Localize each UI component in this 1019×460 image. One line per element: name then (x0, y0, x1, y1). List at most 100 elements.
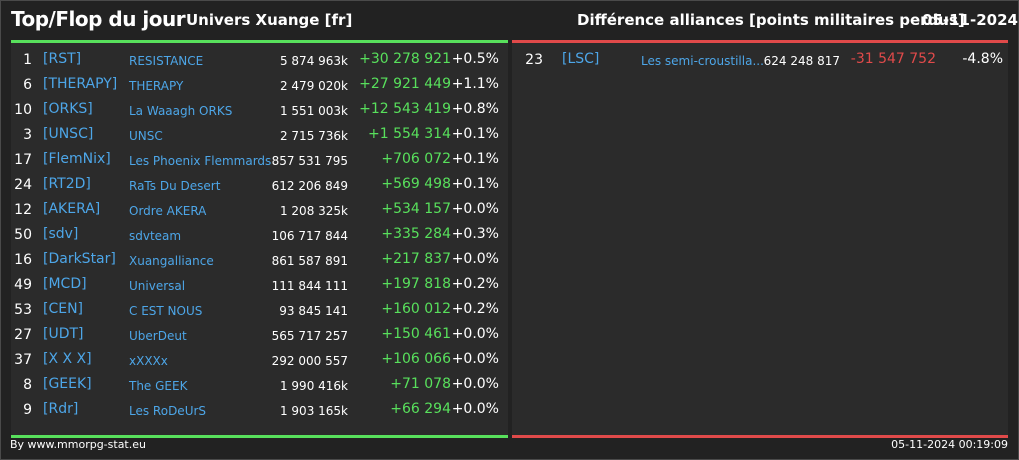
points-cell: 612 206 849 (271, 179, 348, 193)
rank-cell: 23 (525, 52, 543, 68)
percent-cell: -4.8% (962, 51, 1003, 67)
table-row: 50 [sdv] sdvteam 106 717 844 +335 284 +0.3% (11, 224, 508, 249)
rank-cell: 3 (23, 127, 32, 143)
alliance-tag-link[interactable]: [CEN] (43, 301, 84, 317)
alliance-tag-link[interactable]: [GEEK] (43, 376, 92, 392)
alliance-name-link[interactable]: xXXXx (129, 354, 168, 368)
percent-cell: +0.5% (451, 51, 499, 67)
rank-cell: 37 (14, 352, 32, 368)
rank-cell: 50 (14, 227, 32, 243)
rank-cell: 49 (14, 277, 32, 293)
table-row: 53 [CEN] C EST NOUS 93 845 141 +160 012 +0.2% (11, 299, 508, 324)
points-cell: 857 531 795 (271, 154, 348, 168)
alliance-name-link[interactable]: RaTs Du Desert (129, 179, 221, 193)
difference-cell: +150 461 (381, 326, 451, 342)
universe-label: Univers Xuange [fr] (186, 11, 353, 29)
table-row: 23 [LSC] Les semi-croustilla... 624 248 817… (512, 49, 1008, 74)
table-row: 24 [RT2D] RaTs Du Desert 612 206 849 +569 49… (11, 174, 508, 199)
alliance-name-link[interactable]: Xuangalliance (129, 254, 214, 268)
points-cell: 93 845 141 (279, 304, 348, 318)
alliance-name-link[interactable]: Ordre AKERA (129, 204, 207, 218)
alliance-tag-link[interactable]: [UDT] (43, 326, 84, 342)
alliance-tag-link[interactable]: [DarkStar] (43, 251, 116, 267)
alliance-name-link[interactable]: La Waaagh ORKS (129, 104, 233, 118)
alliance-tag-link[interactable]: [THERAPY] (43, 76, 118, 92)
table-row: 3 [UNSC] UNSC 2 715 736k +1 554 314 +0.1% (11, 124, 508, 149)
rank-cell: 12 (14, 202, 32, 218)
rank-cell: 6 (23, 77, 32, 93)
alliance-tag-link[interactable]: [LSC] (562, 51, 600, 67)
table-row: 16 [DarkStar] Xuangalliance 861 587 891 +217… (11, 249, 508, 274)
difference-cell: +27 921 449 (359, 76, 451, 92)
alliance-tag-link[interactable]: [AKERA] (43, 201, 101, 217)
header: Top/Flop du jour Univers Xuange [fr] Dif… (0, 0, 1019, 40)
percent-cell: +0.0% (451, 376, 499, 392)
alliance-tag-link[interactable]: [FlemNix] (43, 151, 111, 167)
alliance-tag-link[interactable]: [MCD] (43, 276, 87, 292)
rank-cell: 10 (14, 102, 32, 118)
percent-cell: +0.8% (451, 101, 499, 117)
flop-panel: 23 [LSC] Les semi-croustilla... 624 248 817… (512, 40, 1008, 438)
percent-cell: +1.1% (451, 76, 499, 92)
difference-cell: +1 554 314 (368, 126, 451, 142)
difference-cell: +71 078 (390, 376, 451, 392)
percent-cell: +0.0% (451, 251, 499, 267)
alliance-name-link[interactable]: Les Phoenix Flemmards (129, 154, 272, 168)
alliance-tag-link[interactable]: [UNSC] (43, 126, 94, 142)
percent-cell: +0.1% (451, 126, 499, 142)
stat-title: Différence alliances [points militaires … (577, 11, 965, 29)
percent-cell: +0.3% (451, 226, 499, 242)
difference-cell: +217 837 (381, 251, 451, 267)
difference-cell: -31 547 752 (850, 51, 936, 67)
percent-cell: +0.1% (451, 151, 499, 167)
points-cell: 106 717 844 (271, 229, 348, 243)
alliance-name-link[interactable]: UberDeut (129, 329, 187, 343)
rank-cell: 9 (23, 402, 32, 418)
alliance-name-link[interactable]: The GEEK (129, 379, 188, 393)
source-credit[interactable]: By www.mmorpg-stat.eu (10, 438, 146, 451)
points-cell: 2 715 736k (279, 129, 348, 143)
rank-cell: 53 (14, 302, 32, 318)
percent-cell: +0.0% (451, 326, 499, 342)
difference-cell: +12 543 419 (359, 101, 451, 117)
alliance-name-link[interactable]: Les semi-croustilla... (641, 54, 764, 68)
percent-cell: +0.0% (451, 201, 499, 217)
percent-cell: +0.0% (451, 351, 499, 367)
rank-cell: 16 (14, 252, 32, 268)
header-date: 05-11-2024 (922, 11, 1018, 29)
difference-cell: +335 284 (381, 226, 451, 242)
rank-cell: 8 (23, 377, 32, 393)
alliance-name-link[interactable]: C EST NOUS (129, 304, 203, 318)
rank-cell: 24 (14, 177, 32, 193)
percent-cell: +0.1% (451, 176, 499, 192)
top-panel: 1 [RST] RESISTANCE 5 874 963k +30 278 921 +0.… (11, 40, 508, 438)
difference-cell: +706 072 (381, 151, 451, 167)
difference-cell: +534 157 (381, 201, 451, 217)
difference-cell: +197 818 (381, 276, 451, 292)
alliance-tag-link[interactable]: [RT2D] (43, 176, 91, 192)
alliance-name-link[interactable]: Les RoDeUrS (129, 404, 207, 418)
alliance-name-link[interactable]: THERAPY (129, 79, 184, 93)
alliance-name-link[interactable]: UNSC (129, 129, 163, 143)
alliance-tag-link[interactable]: [RST] (43, 51, 82, 67)
alliance-tag-link[interactable]: [Rdr] (43, 401, 79, 417)
points-cell: 1 551 003k (279, 104, 348, 118)
difference-cell: +569 498 (381, 176, 451, 192)
rank-cell: 1 (23, 52, 32, 68)
percent-cell: +0.2% (451, 276, 499, 292)
table-row: 10 [ORKS] La Waaagh ORKS 1 551 003k +12 543 … (11, 99, 508, 124)
alliance-tag-link[interactable]: [X X X] (43, 351, 92, 367)
points-cell: 1 903 165k (279, 404, 348, 418)
table-row: 37 [X X X] xXXXx 292 000 557 +106 066 +0.0% (11, 349, 508, 374)
alliance-name-link[interactable]: Universal (129, 279, 186, 293)
difference-cell: +106 066 (381, 351, 451, 367)
alliance-name-link[interactable]: RESISTANCE (129, 54, 204, 68)
footer-timestamp: 05-11-2024 00:19:09 (891, 438, 1008, 451)
alliance-tag-link[interactable]: [sdv] (43, 226, 79, 242)
table-row: 9 [Rdr] Les RoDeUrS 1 903 165k +66 294 +0.0% (11, 399, 508, 424)
table-row: 1 [RST] RESISTANCE 5 874 963k +30 278 921 +0.… (11, 49, 508, 74)
percent-cell: +0.0% (451, 401, 499, 417)
alliance-name-link[interactable]: sdvteam (129, 229, 182, 243)
alliance-tag-link[interactable]: [ORKS] (43, 101, 93, 117)
points-cell: 624 248 817 (763, 54, 840, 68)
